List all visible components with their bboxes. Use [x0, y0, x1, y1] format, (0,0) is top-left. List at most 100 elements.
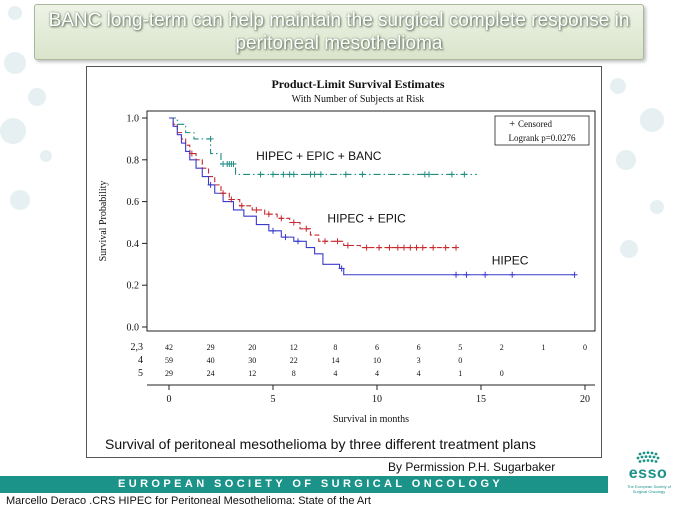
censor-mark-1-12 [363, 244, 370, 251]
series-label-layer: HIPEC + EPIC + BANC HIPEC + EPIC HIPEC [256, 149, 529, 267]
at-risk-value-1-0: 59 [165, 356, 173, 365]
at-risk-value-1-4: 14 [331, 356, 339, 365]
x-axis: 0 5 10 15 20 [147, 384, 595, 405]
at-risk-value-1-6: 3 [417, 356, 421, 365]
series-label-2: HIPEC [492, 253, 529, 267]
censor-layer [188, 135, 578, 278]
legend-box: + Censored Logrank p=0.0276 [494, 115, 590, 146]
censor-mark-0-17 [426, 171, 432, 178]
censor-mark-2-1 [270, 227, 276, 234]
censor-mark-1-6 [278, 215, 285, 222]
censor-mark-0-5 [230, 160, 237, 167]
slide-title-box: BANC long-term can help maintain the sur… [34, 4, 644, 60]
esso-logo-word: esso [628, 465, 668, 482]
censor-mark-0-8 [280, 171, 287, 178]
censor-mark-2-9 [571, 271, 578, 278]
y-tick-label-3: 0.6 [127, 197, 140, 208]
censor-mark-1-8 [303, 225, 310, 232]
at-risk-value-0-6: 6 [417, 343, 421, 352]
censor-mark-1-13 [376, 244, 383, 251]
at-risk-value-0-2: 20 [248, 343, 256, 352]
chart-title: Product-Limit Survival Estimates [271, 77, 444, 91]
at-risk-value-2-1: 24 [207, 369, 215, 378]
censor-mark-1-0 [188, 150, 195, 157]
censor-mark-0-15 [359, 171, 366, 178]
y-tick-label-5: 1.0 [127, 114, 140, 125]
at-risk-value-2-8: 0 [500, 369, 504, 378]
censor-mark-2-3 [294, 238, 301, 245]
x-tick-label-2: 10 [372, 394, 382, 405]
chart-svg: Product-Limit Survival Estimates With Nu… [98, 77, 596, 425]
censor-mark-2-0 [207, 181, 214, 188]
decor-dot [650, 200, 664, 214]
decor-dot [620, 240, 638, 258]
censor-mark-0-0 [207, 135, 214, 142]
censor-mark-2-7 [482, 271, 489, 278]
y-tick-label-4: 0.8 [127, 155, 140, 166]
at-risk-value-0-7: 5 [458, 343, 462, 352]
at-risk-value-1-2: 30 [248, 356, 256, 365]
censor-mark-1-10 [334, 238, 341, 245]
at-risk-value-2-6: 4 [417, 369, 421, 378]
censor-mark-1-22 [453, 244, 460, 251]
at-risk-row-label-2: 5 [138, 368, 143, 379]
y-tick-label-2: 0.4 [127, 239, 140, 250]
permission-note: By Permission P.H. Sugarbaker [388, 460, 556, 474]
censor-mark-1-4 [253, 206, 260, 213]
at-risk-value-0-10: 0 [583, 343, 587, 352]
censor-mark-0-13 [317, 171, 324, 178]
at-risk-value-0-4: 8 [333, 343, 337, 352]
survival-curve-1 [169, 117, 457, 249]
censor-mark-0-12 [311, 171, 318, 178]
censor-mark-0-14 [342, 171, 349, 178]
footer-citation: Marcello Deraco .CRS HIPEC for Peritonea… [6, 495, 371, 507]
at-risk-row-label-1: 4 [138, 355, 143, 366]
censor-mark-1-9 [322, 238, 328, 245]
decor-dot [610, 78, 626, 94]
censor-mark-1-5 [265, 211, 272, 218]
at-risk-value-0-0: 42 [165, 343, 173, 352]
esso-logo-subtitle: The European Society of Surgical Oncolog… [626, 484, 672, 494]
figure-caption: Survival of peritoneal mesothelioma by t… [105, 436, 536, 452]
at-risk-value-1-5: 10 [373, 356, 381, 365]
censor-mark-1-2 [228, 196, 235, 203]
censor-mark-1-16 [401, 244, 408, 251]
at-risk-value-1-7: 0 [458, 356, 462, 365]
series-label-0: HIPEC + EPIC + BANC [256, 149, 382, 163]
censor-mark-0-6 [257, 171, 264, 178]
y-tick-label-0: 0.0 [127, 323, 140, 334]
censor-mark-1-3 [238, 202, 245, 209]
x-axis-label: Survival in months [333, 414, 409, 425]
esso-logo-icon [636, 451, 660, 463]
censor-mark-1-20 [430, 244, 437, 251]
slide-title: BANC long-term can help maintain the sur… [48, 10, 630, 54]
legend-censor-symbol: + [509, 119, 515, 130]
at-risk-value-0-9: 1 [541, 343, 545, 352]
decor-dot [40, 150, 52, 162]
legend-logrank: Logrank p=0.0276 [508, 133, 576, 143]
series-label-1: HIPEC + EPIC [327, 212, 406, 226]
at-risk-value-1-1: 40 [207, 356, 215, 365]
censor-mark-1-14 [386, 244, 393, 251]
y-tick-label-1: 0.2 [127, 281, 140, 292]
decor-dot [0, 118, 26, 144]
censor-mark-1-19 [419, 244, 426, 251]
censor-mark-0-10 [290, 171, 297, 178]
at-risk-value-2-7: 1 [458, 369, 462, 378]
survival-curve-2 [169, 117, 575, 276]
censor-mark-1-21 [442, 244, 449, 251]
at-risk-value-2-0: 29 [165, 369, 173, 378]
at-risk-value-0-8: 2 [500, 343, 504, 352]
decor-dot [640, 108, 664, 132]
censor-mark-1-1 [220, 190, 227, 197]
x-tick-label-3: 15 [476, 394, 486, 405]
x-tick-label-1: 5 [271, 394, 276, 405]
at-risk-value-0-1: 29 [207, 343, 215, 352]
decor-dot [4, 52, 26, 74]
society-banner: European Society of Surgical Oncology [0, 476, 608, 493]
x-tick-label-4: 20 [580, 394, 590, 405]
censor-mark-2-2 [282, 234, 289, 241]
censor-mark-1-11 [344, 242, 351, 249]
censor-mark-2-4 [338, 265, 345, 272]
